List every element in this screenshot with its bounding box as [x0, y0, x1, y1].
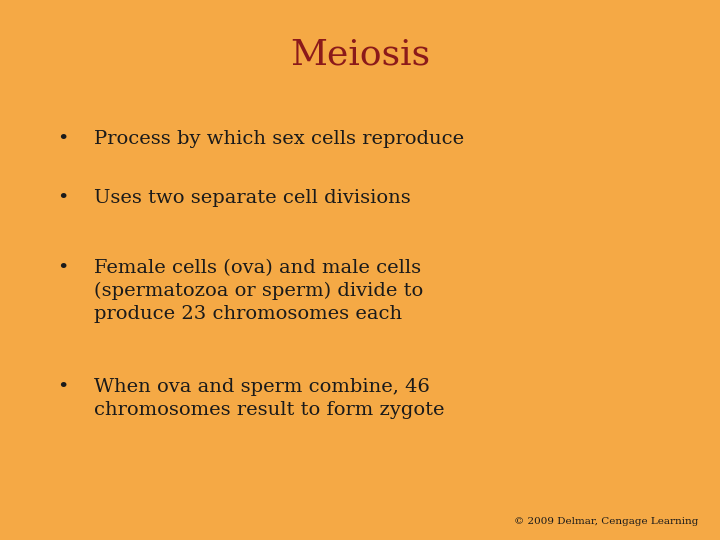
Text: •: •	[58, 259, 69, 277]
Text: © 2009 Delmar, Cengage Learning: © 2009 Delmar, Cengage Learning	[514, 517, 698, 526]
Text: Uses two separate cell divisions: Uses two separate cell divisions	[94, 189, 410, 207]
Text: •: •	[58, 189, 69, 207]
Text: When ova and sperm combine, 46
chromosomes result to form zygote: When ova and sperm combine, 46 chromosom…	[94, 378, 444, 419]
Text: Female cells (ova) and male cells
(spermatozoa or sperm) divide to
produce 23 ch: Female cells (ova) and male cells (sperm…	[94, 259, 423, 323]
Text: •: •	[58, 378, 69, 396]
Text: •: •	[58, 130, 69, 147]
Text: Meiosis: Meiosis	[290, 38, 430, 72]
Text: Process by which sex cells reproduce: Process by which sex cells reproduce	[94, 130, 464, 147]
